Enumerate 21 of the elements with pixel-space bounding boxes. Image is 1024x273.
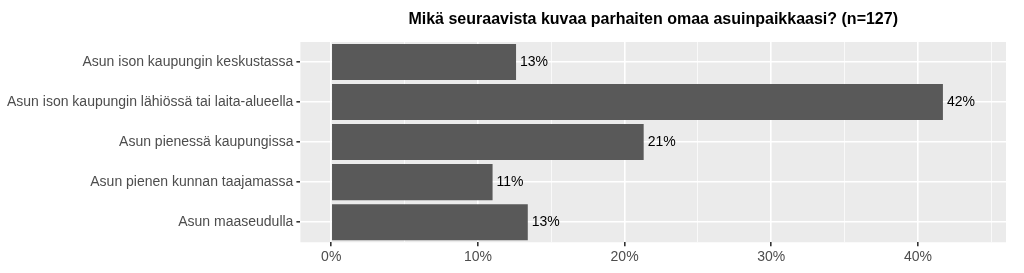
y-tick-label: Asun pienessä kaupungissa (119, 132, 294, 149)
x-tick-label: 20% (610, 248, 639, 265)
y-tick-label: Asun maaseudulla (178, 213, 294, 230)
y-tick-label: Asun ison kaupungin lähiössä tai laita-alueella (6, 92, 294, 109)
y-tick-label: Asun pienen kunnan taajamassa (90, 173, 294, 189)
x-tick-label: 10% (463, 248, 492, 265)
data-label: 11% (496, 173, 524, 189)
data-label: 21% (647, 132, 676, 149)
bar (332, 164, 493, 201)
bar (332, 204, 528, 241)
bar (332, 124, 644, 161)
y-tick-label: Asun ison kaupungin keskustassa (82, 52, 294, 69)
data-label: 13% (520, 52, 549, 69)
data-label: 13% (531, 213, 560, 230)
chart-title: Mikä seuraavista kuvaa parhaiten omaa asuinpaikkaasi? (n=127) (408, 10, 898, 28)
x-tick-label: 30% (757, 248, 786, 265)
bar (332, 44, 517, 81)
x-tick-label: 40% (903, 248, 932, 265)
x-tick-label: 0% (321, 248, 342, 265)
bar (332, 84, 943, 121)
data-label: 42% (946, 92, 975, 109)
